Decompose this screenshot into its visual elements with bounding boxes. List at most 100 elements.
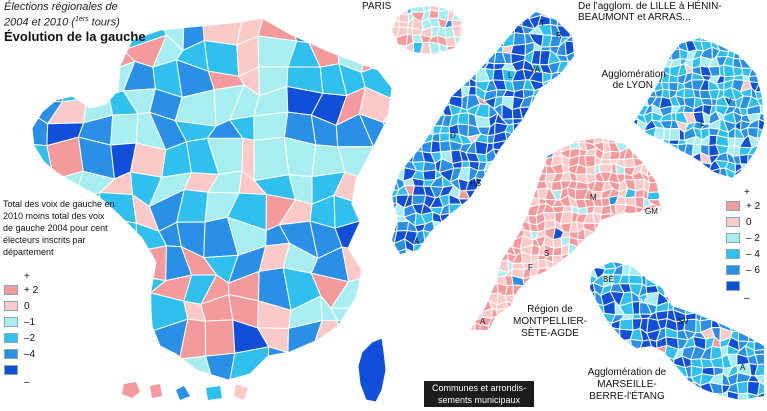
commune [634,242,642,255]
department [49,275,82,304]
legend-right-class-1: 0 [726,214,760,230]
commune [528,158,540,171]
commune [655,141,662,153]
legend-left-swatch [4,285,18,295]
commune [521,148,535,164]
arrondissement [398,6,410,16]
commune [595,357,608,366]
commune [392,58,399,75]
legend-right-bottom-mark: – [744,293,750,304]
commune [549,122,562,138]
commune [450,239,463,254]
commune [528,156,538,169]
commune [447,85,463,99]
commune [493,13,509,25]
commune [654,265,669,274]
commune [530,147,540,164]
commune [551,261,564,271]
montpellier-label-3: SÈTE-AGDE [521,328,579,339]
commune [756,127,764,140]
commune [467,86,477,96]
commune [543,275,557,289]
commune [549,112,562,127]
commune [403,96,419,111]
commune [510,211,521,224]
commune [558,12,572,17]
department [100,301,141,331]
commune [753,317,764,333]
commune [634,134,642,148]
commune [634,251,643,266]
commune [495,220,507,237]
commune [701,300,715,313]
commune [591,247,604,256]
commune [747,153,761,166]
commune [683,381,697,397]
commune [394,94,409,111]
commune [564,113,574,129]
city-label-mtp: A [480,317,486,326]
commune [675,38,689,43]
commune [429,76,441,92]
commune [754,353,764,366]
commune [655,237,662,249]
commune [649,141,660,154]
commune [649,151,660,159]
commune [584,155,596,168]
legend-left: + + 2 0 –1 –2 –4 – [4,272,38,388]
commune [634,102,640,116]
commune [709,293,724,305]
commune [563,81,574,88]
commune [753,340,764,352]
commune [649,347,658,356]
commune [479,243,490,253]
department [134,292,153,332]
commune [644,137,654,148]
commune [465,205,482,216]
marseille-label-2: MARSEILLE- [597,379,657,390]
department [228,388,267,406]
commune [650,268,660,279]
commune [690,262,705,270]
commune [702,262,717,270]
commune [682,175,696,178]
commune [489,261,500,271]
commune [393,50,409,65]
commune [432,220,443,235]
commune [477,220,486,234]
commune [750,39,760,50]
commune [699,176,713,178]
commune [448,211,463,228]
commune [492,197,506,208]
commune [747,331,755,343]
commune [459,239,468,254]
commune [472,212,482,225]
commune [481,258,493,272]
department [79,267,105,305]
department [308,18,346,44]
commune [647,226,657,242]
arrondissement [445,45,458,54]
commune [470,219,476,232]
commune [672,265,689,279]
commune [393,141,407,156]
commune [577,238,587,249]
commune [599,357,613,366]
commune [560,269,570,281]
commune [712,300,721,313]
department [363,189,392,232]
commune [507,190,518,201]
commune [672,292,686,305]
commune [502,186,517,200]
commune [528,167,539,175]
commune [479,250,491,264]
commune [565,12,574,19]
commune [577,268,588,278]
commune [629,338,644,351]
commune [396,220,410,232]
commune [709,285,724,296]
commune [478,228,489,241]
commune [652,170,666,178]
arrondissement [460,41,462,54]
